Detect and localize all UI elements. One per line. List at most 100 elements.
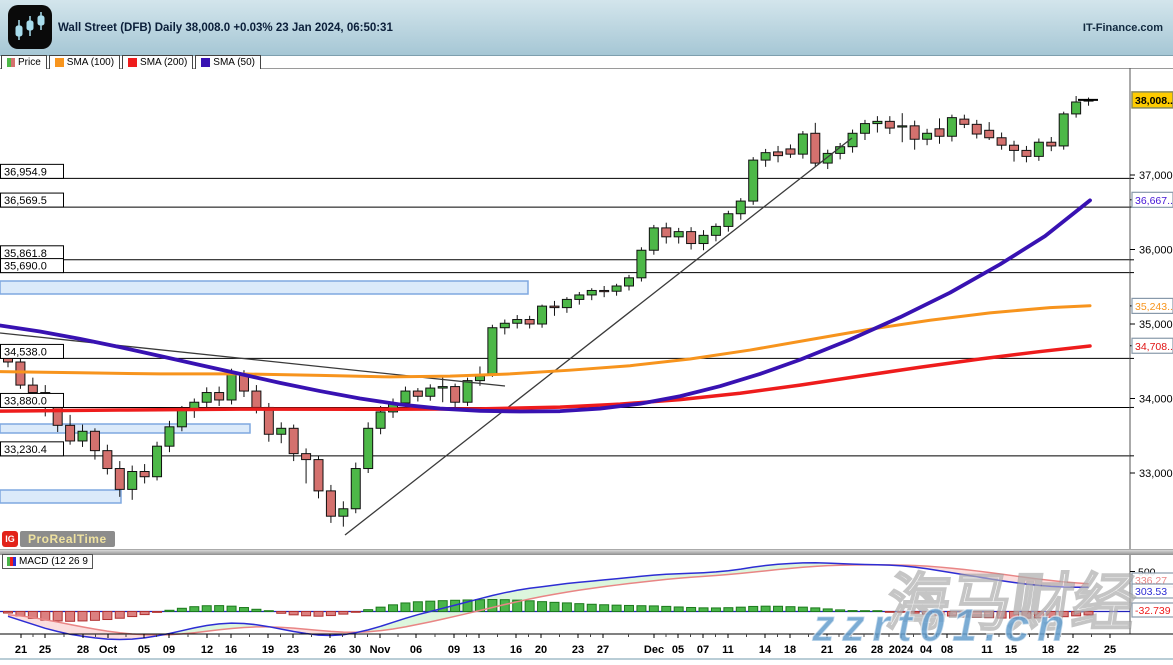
macd-bar bbox=[190, 607, 199, 612]
legend-tab-price[interactable]: Price bbox=[1, 55, 47, 69]
candle bbox=[575, 292, 584, 305]
candle bbox=[910, 121, 919, 150]
macd-main-line[interactable] bbox=[8, 563, 1089, 640]
x-axis-label: 21 bbox=[15, 644, 27, 656]
macd-bar bbox=[637, 606, 646, 612]
price-axis-label: 37,000 bbox=[1139, 170, 1173, 182]
level-label: 33,230.4 bbox=[4, 444, 47, 456]
candle bbox=[724, 211, 733, 232]
candle bbox=[451, 384, 460, 408]
macd-bar bbox=[339, 612, 348, 615]
x-axis-label: 13 bbox=[473, 644, 485, 656]
candle bbox=[90, 428, 99, 459]
last-price-label: 38,008.. bbox=[1135, 95, 1173, 107]
x-axis-label: 27 bbox=[597, 644, 609, 656]
price-axis: 37,00036,00035,00034,00033,00036,667..35… bbox=[1130, 92, 1173, 480]
macd-bar bbox=[140, 612, 149, 615]
candle bbox=[600, 286, 609, 297]
candle bbox=[1022, 146, 1031, 162]
candle bbox=[848, 130, 857, 153]
candle bbox=[550, 301, 559, 316]
x-axis-label: 16 bbox=[510, 644, 522, 656]
macd-bar bbox=[823, 609, 832, 612]
candle bbox=[426, 384, 435, 400]
candle bbox=[811, 123, 820, 167]
macd-bar bbox=[662, 606, 671, 611]
macd-bar bbox=[873, 611, 882, 612]
price-axis-label: 35,000 bbox=[1139, 319, 1173, 331]
brand-link[interactable]: IT-Finance.com bbox=[1083, 0, 1163, 55]
level-label: 35,690.0 bbox=[4, 261, 47, 273]
panel-separator[interactable] bbox=[0, 549, 1173, 555]
candle bbox=[314, 456, 323, 498]
x-axis-label: 07 bbox=[697, 644, 709, 656]
candle bbox=[662, 223, 671, 244]
macd-bar bbox=[1047, 612, 1056, 618]
macd-bar bbox=[103, 612, 112, 620]
macd-bar bbox=[538, 602, 547, 612]
x-axis-label: 04 bbox=[920, 644, 933, 656]
macd-bar bbox=[1072, 612, 1081, 616]
macd-signal-line[interactable] bbox=[8, 565, 1089, 635]
macd-bar bbox=[1010, 612, 1019, 619]
candle bbox=[1010, 141, 1019, 162]
macd-bar bbox=[314, 612, 323, 617]
level-label: 36,954.9 bbox=[4, 166, 47, 178]
candle bbox=[202, 387, 211, 408]
macd-bar bbox=[910, 612, 919, 614]
macd-bar bbox=[488, 600, 497, 612]
candle bbox=[711, 223, 720, 241]
legend-label-sma100: SMA (100) bbox=[67, 57, 114, 68]
ma-value-label: 34,708.. bbox=[1135, 341, 1173, 353]
macd-bar bbox=[947, 612, 956, 617]
x-axis-label: 22 bbox=[1067, 644, 1079, 656]
level-label: 34,538.0 bbox=[4, 346, 47, 358]
macd-icon bbox=[7, 557, 16, 566]
macd-bar bbox=[898, 612, 907, 613]
macd-tab-label: MACD (12 26 9 bbox=[19, 556, 88, 567]
macd-bar bbox=[885, 612, 894, 613]
macd-bar bbox=[860, 611, 869, 612]
macd-bar bbox=[600, 605, 609, 612]
candle bbox=[798, 131, 807, 159]
macd-bar bbox=[302, 612, 311, 616]
ma-value-label: 35,243.. bbox=[1135, 301, 1173, 313]
legend-tab-sma50[interactable]: SMA (50) bbox=[195, 55, 261, 69]
x-axis-label: 28 bbox=[77, 644, 89, 656]
macd-bar bbox=[811, 608, 820, 612]
macd-bar bbox=[724, 608, 733, 612]
legend-tab-sma200[interactable]: SMA (200) bbox=[122, 55, 193, 69]
blue-annotation-boxes[interactable] bbox=[0, 281, 528, 503]
macd-bar bbox=[761, 606, 770, 611]
ascending-support[interactable] bbox=[345, 138, 852, 535]
candle bbox=[525, 316, 534, 329]
macd-bar bbox=[935, 612, 944, 616]
legend-label-sma200: SMA (200) bbox=[140, 57, 187, 68]
macd-bar bbox=[90, 612, 99, 621]
candle bbox=[128, 466, 137, 500]
macd-bar bbox=[215, 606, 224, 612]
x-axis-label: 14 bbox=[759, 644, 772, 656]
candle bbox=[413, 388, 422, 401]
x-axis-label: 21 bbox=[821, 644, 833, 656]
macd-bar bbox=[711, 608, 720, 612]
macd-indicator-tab[interactable]: MACD (12 26 9 bbox=[2, 554, 93, 569]
candle bbox=[1047, 137, 1056, 151]
candle bbox=[16, 358, 25, 389]
legend-tab-sma100[interactable]: SMA (100) bbox=[49, 55, 120, 69]
app-logo bbox=[8, 5, 52, 49]
price-icon bbox=[7, 58, 15, 67]
candle bbox=[873, 116, 882, 132]
candle bbox=[761, 149, 770, 167]
x-axis-label: 18 bbox=[784, 644, 796, 656]
macd-bar bbox=[202, 606, 211, 612]
candle bbox=[637, 247, 646, 281]
candle bbox=[103, 445, 112, 475]
candle bbox=[500, 320, 509, 335]
candle bbox=[326, 485, 335, 523]
macd-bar bbox=[587, 604, 596, 611]
macd-bar bbox=[625, 605, 634, 611]
candlestick-logo-icon bbox=[13, 10, 47, 44]
